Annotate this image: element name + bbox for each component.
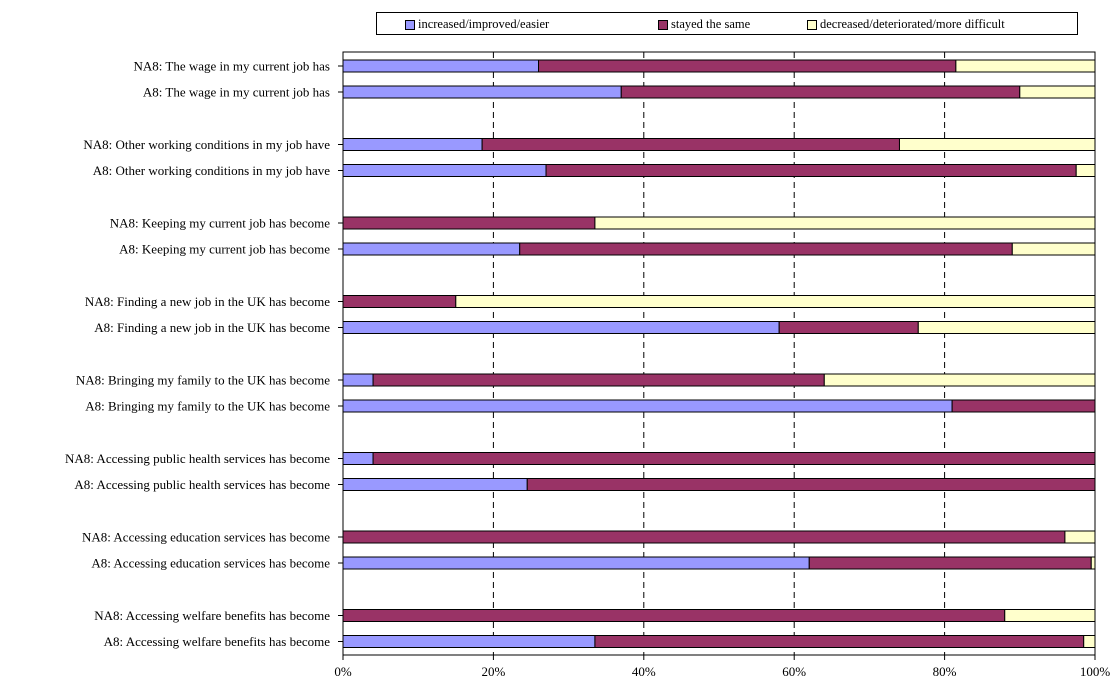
x-tick-label: 100%	[1080, 664, 1111, 679]
bar-segment-same	[343, 217, 595, 229]
category-label: A8: Finding a new job in the UK has beco…	[94, 320, 330, 335]
category-label: NA8: Other working conditions in my job …	[83, 137, 330, 152]
bar-segment-same	[779, 322, 918, 334]
bar-segment-decreased	[956, 60, 1095, 72]
bar-segment-decreased	[918, 322, 1095, 334]
category-label: NA8: The wage in my current job has	[133, 59, 330, 74]
category-label: A8: Other working conditions in my job h…	[93, 163, 330, 178]
bar-segment-decreased	[1091, 557, 1095, 569]
bar-segment-increased	[343, 165, 546, 177]
category-label: NA8: Keeping my current job has become	[110, 216, 330, 231]
x-tick-label: 60%	[782, 664, 806, 679]
bar-segment-increased	[343, 60, 539, 72]
bar-segment-same	[373, 374, 824, 386]
bar-segment-increased	[343, 400, 952, 412]
bar-segment-decreased	[1005, 610, 1095, 622]
bar-segment-increased	[343, 322, 779, 334]
bar-segment-decreased	[1084, 636, 1095, 648]
bar-segment-same	[482, 139, 899, 151]
category-label: A8: The wage in my current job has	[143, 85, 330, 100]
category-label: A8: Accessing education services has bec…	[91, 556, 330, 571]
bar-segment-same	[809, 557, 1091, 569]
bar-segment-same	[527, 479, 1095, 491]
bar-segment-decreased	[1065, 531, 1095, 543]
bar-segment-same	[343, 296, 456, 308]
bar-segment-same	[952, 400, 1095, 412]
x-tick-label: 20%	[481, 664, 505, 679]
category-label: NA8: Accessing education services has be…	[82, 530, 330, 545]
bar-segment-same	[343, 531, 1065, 543]
bar-segment-increased	[343, 636, 595, 648]
category-label: NA8: Finding a new job in the UK has bec…	[85, 294, 330, 309]
x-tick-label: 40%	[632, 664, 656, 679]
bar-segment-same	[546, 165, 1076, 177]
bar-segment-decreased	[1076, 165, 1095, 177]
bar-segment-decreased	[1020, 86, 1095, 98]
category-label: A8: Keeping my current job has become	[119, 242, 330, 257]
bar-segment-same	[343, 610, 1005, 622]
bar-segment-decreased	[899, 139, 1095, 151]
category-label: A8: Bringing my family to the UK has bec…	[85, 399, 330, 414]
bar-segment-decreased	[1012, 243, 1095, 255]
bar-segment-increased	[343, 374, 373, 386]
category-label: NA8: Accessing welfare benefits has beco…	[94, 608, 330, 623]
bar-segment-same	[520, 243, 1013, 255]
bar-segment-decreased	[595, 217, 1095, 229]
bar-segment-increased	[343, 557, 809, 569]
category-label: NA8: Accessing public health services ha…	[65, 451, 330, 466]
bar-segment-increased	[343, 479, 527, 491]
category-label: A8: Accessing public health services has…	[74, 477, 330, 492]
bar-segment-increased	[343, 243, 520, 255]
bar-segment-decreased	[456, 296, 1095, 308]
bar-segment-same	[373, 453, 1095, 465]
bar-segment-same	[539, 60, 956, 72]
bar-segment-same	[621, 86, 1020, 98]
bar-segment-increased	[343, 139, 482, 151]
x-tick-label: 80%	[933, 664, 957, 679]
bar-segment-increased	[343, 453, 373, 465]
x-tick-label: 0%	[334, 664, 352, 679]
bar-segment-decreased	[824, 374, 1095, 386]
category-label: NA8: Bringing my family to the UK has be…	[76, 373, 330, 388]
bar-segment-increased	[343, 86, 621, 98]
bar-segment-same	[595, 636, 1084, 648]
category-label: A8: Accessing welfare benefits has becom…	[104, 634, 331, 649]
